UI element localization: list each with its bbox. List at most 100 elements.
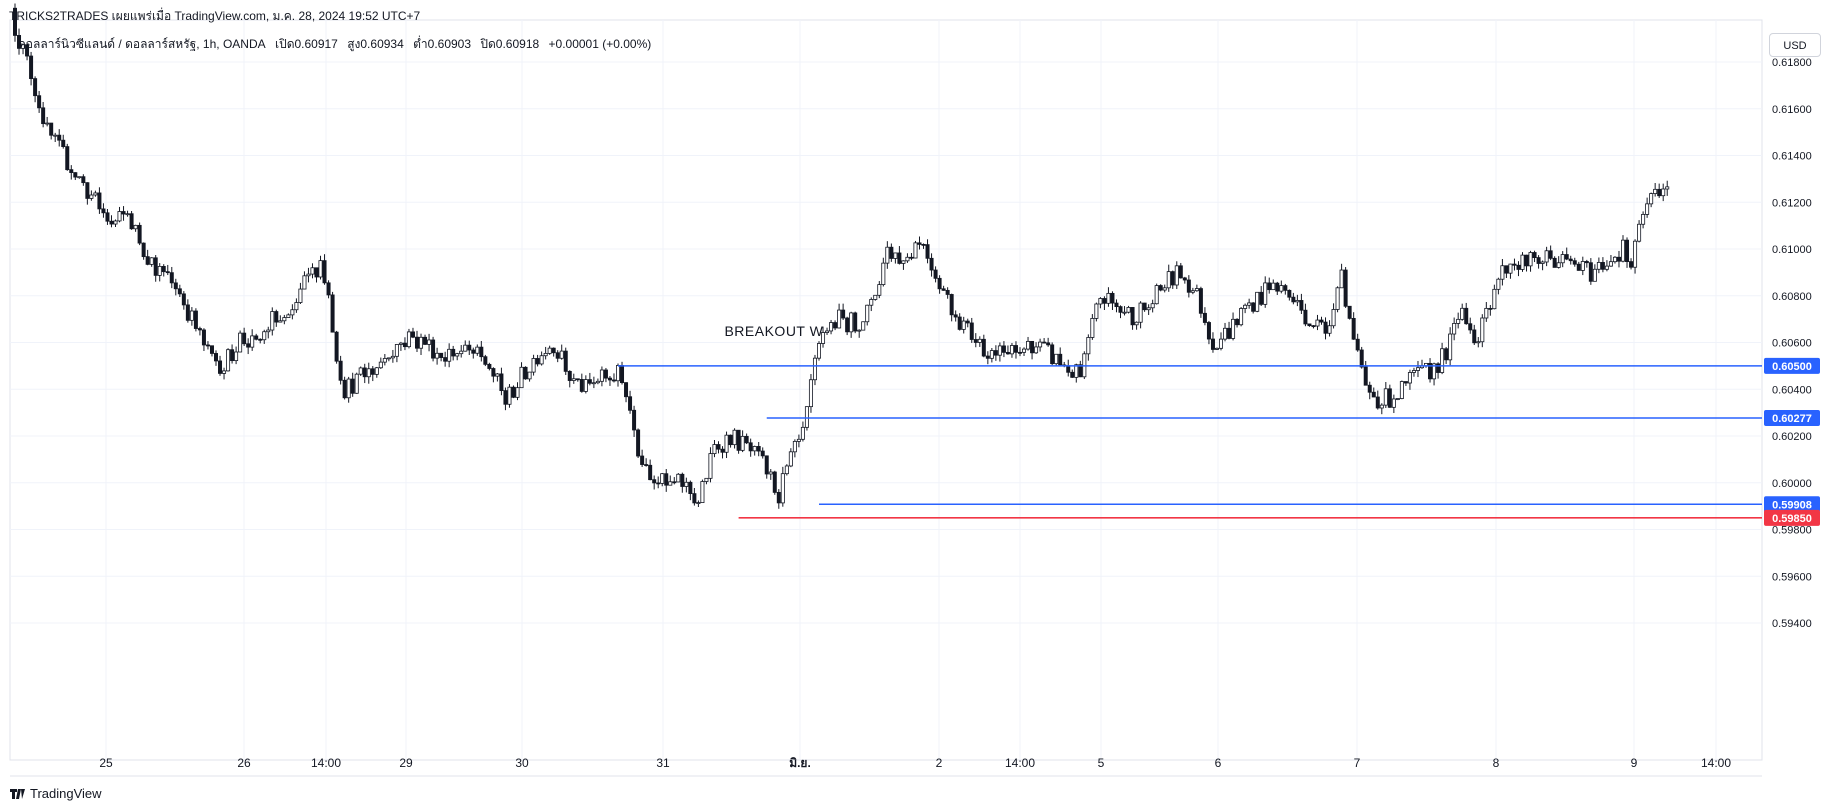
candle <box>696 500 701 507</box>
candle <box>527 371 532 382</box>
candle <box>1182 276 1187 284</box>
candle <box>595 378 600 385</box>
candle <box>1452 317 1457 341</box>
currency-button[interactable]: USD <box>1769 33 1821 57</box>
tradingview-logo[interactable]: TradingView <box>10 786 102 801</box>
candle <box>1512 258 1517 271</box>
candle <box>599 366 604 387</box>
candle <box>660 472 665 487</box>
candle <box>607 375 612 386</box>
candle <box>49 122 54 140</box>
candle <box>849 311 854 338</box>
candle <box>740 430 745 453</box>
candle <box>1030 340 1035 360</box>
candle <box>1387 384 1392 408</box>
x-tick-label: 2 <box>936 756 943 770</box>
time-axis[interactable]: 25 26 14:00 29 30 31 มิ.ย. 2 14:00 5 6 7 8 9 14:00 <box>10 756 1762 777</box>
grid-lines <box>9 19 1763 761</box>
candle <box>258 338 263 344</box>
symbol-legend[interactable]: ดอลลาร์นิวซีแลนด์ / ดอลลาร์สหรัฐ, 1h, OA… <box>18 35 657 54</box>
candle <box>708 447 713 483</box>
candle <box>338 355 343 385</box>
candle <box>1480 314 1485 348</box>
candle <box>1444 346 1449 365</box>
candle <box>1572 257 1577 267</box>
candle <box>756 442 761 457</box>
x-tick-label: 5 <box>1098 756 1105 770</box>
candle <box>85 182 90 205</box>
candle <box>1492 284 1497 310</box>
close-value: ปิด0.60918 <box>480 37 540 51</box>
candle <box>394 343 399 363</box>
change-value: +0.00001 (+0.00%) <box>548 37 652 51</box>
candle <box>1158 284 1163 292</box>
candle <box>1219 332 1224 351</box>
candle <box>796 434 801 448</box>
candle <box>1383 382 1388 408</box>
high-value: สูง0.60934 <box>347 37 404 51</box>
candle <box>539 351 544 366</box>
candle <box>583 375 588 394</box>
candle <box>1174 261 1179 290</box>
candle <box>475 344 480 356</box>
candle <box>145 249 150 266</box>
candle <box>989 347 994 363</box>
price-axis[interactable]: 0.61800 0.61600 0.61400 0.61200 0.61000 0.608… <box>1772 57 1812 630</box>
candle <box>1267 277 1272 294</box>
y-tick-label: 0.60200 <box>1772 431 1812 443</box>
candle <box>1363 360 1368 386</box>
candle <box>752 445 757 456</box>
candle <box>925 239 930 264</box>
candle <box>382 354 387 366</box>
x-tick-label: 8 <box>1493 756 1500 770</box>
candle <box>286 313 291 318</box>
candle <box>1347 305 1352 320</box>
candle <box>728 434 733 448</box>
candle <box>1046 337 1051 347</box>
candle <box>213 350 218 366</box>
candle <box>744 433 749 445</box>
candle <box>1094 302 1099 322</box>
svg-text:0.60277: 0.60277 <box>1772 413 1812 425</box>
horizontal-lines[interactable]: 0.60500 0.60277 0.59908 0.59850 <box>618 357 1820 526</box>
candle <box>1500 258 1505 286</box>
candle <box>881 257 886 287</box>
candle <box>1066 359 1071 377</box>
candle <box>209 345 214 357</box>
candle <box>1086 334 1091 361</box>
y-tick-label: 0.60600 <box>1772 338 1812 350</box>
candle <box>563 347 568 375</box>
candle <box>69 165 74 180</box>
price-label-0.60500: 0.60500 <box>1764 357 1820 374</box>
x-tick-label: มิ.ย. <box>789 756 811 770</box>
candle <box>314 267 319 283</box>
candle <box>1018 347 1023 357</box>
candle <box>523 366 528 380</box>
candle <box>909 253 914 261</box>
candle <box>390 349 395 363</box>
candle <box>531 354 536 376</box>
candle <box>109 215 114 228</box>
candle <box>720 446 725 459</box>
candle <box>173 278 178 296</box>
candle <box>342 376 347 400</box>
candle <box>1275 281 1280 295</box>
candle <box>611 373 616 383</box>
candle <box>1375 390 1380 410</box>
candle <box>817 341 822 361</box>
candle <box>1637 220 1642 243</box>
candle <box>322 254 327 285</box>
symbol-name[interactable]: ดอลลาร์นิวซีแลนด์ / ดอลลาร์สหรัฐ, 1h, OA… <box>18 37 266 51</box>
candle <box>648 459 653 481</box>
candle <box>246 338 251 355</box>
candle <box>290 304 295 320</box>
candle <box>12 3 17 42</box>
candle <box>1391 394 1396 414</box>
candle <box>676 473 681 483</box>
candles-series <box>12 3 1670 509</box>
candle <box>1448 327 1453 366</box>
candle <box>865 304 870 326</box>
candle <box>1532 250 1537 263</box>
candle <box>133 224 138 232</box>
